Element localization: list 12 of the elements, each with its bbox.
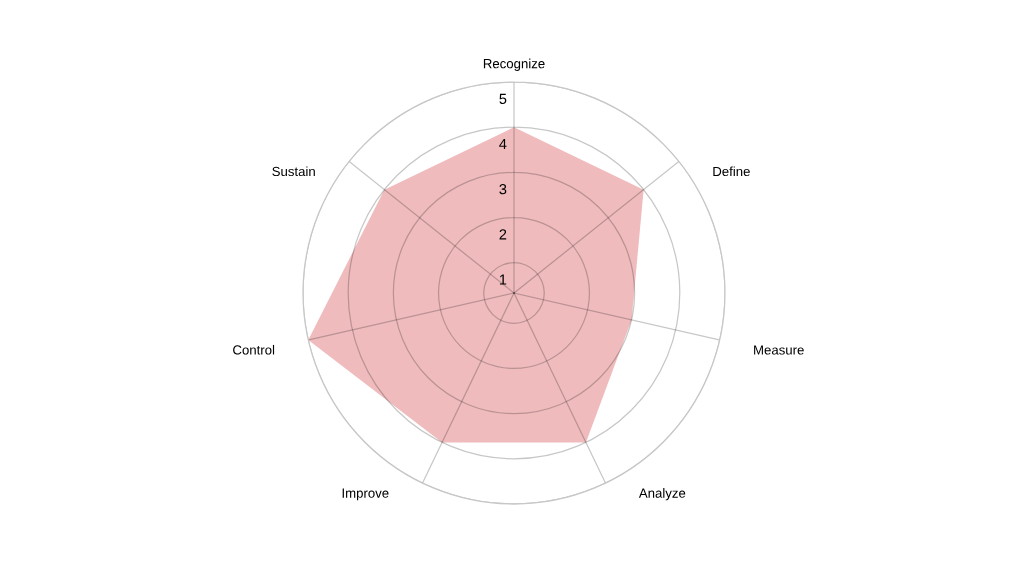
spoke-label: Control xyxy=(233,344,275,355)
spoke-label: Recognize xyxy=(483,58,545,71)
spoke-label: Sustain xyxy=(272,166,315,177)
y-tick-label: 2 xyxy=(499,229,507,240)
spoke-label: Measure xyxy=(754,345,804,355)
spoke-label: Analyze xyxy=(638,488,686,501)
y-tick-label: 4 xyxy=(499,139,507,150)
y-tick-label: 1 xyxy=(499,274,507,285)
y-tick-label: 5 xyxy=(499,93,507,104)
y-tick-label: 3 xyxy=(499,184,507,195)
spoke-label: Improve xyxy=(342,488,389,501)
spoke-label: Define xyxy=(713,166,750,177)
